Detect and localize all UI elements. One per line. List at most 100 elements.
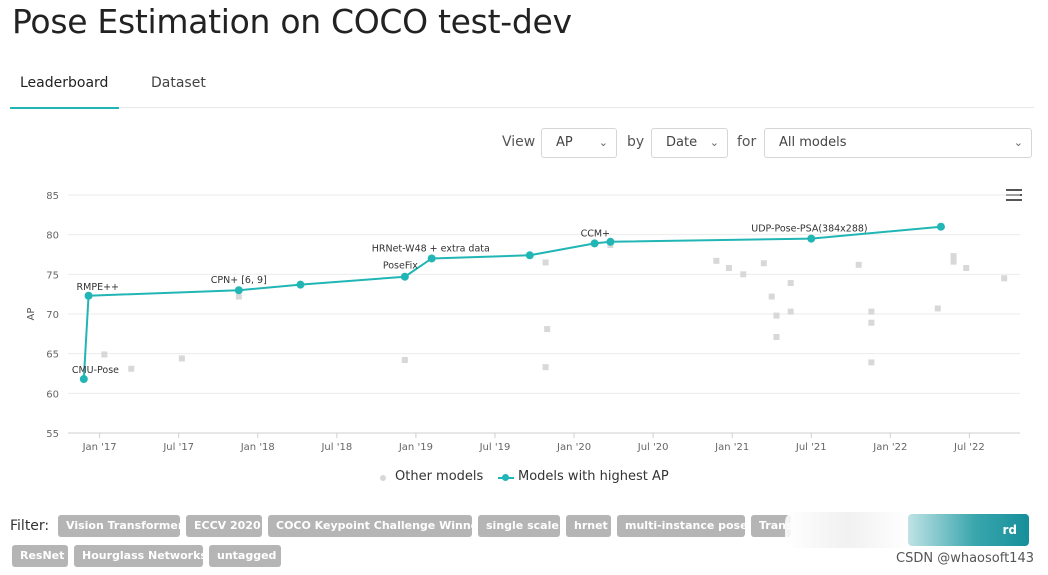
best-ap-point: [427, 254, 436, 263]
view-select[interactable]: AP ⌄: [541, 128, 617, 158]
best-ap-point: [296, 280, 305, 289]
other-model-point: [934, 305, 941, 312]
x-tick-label: Jan '20: [556, 442, 591, 453]
y-tick-label: 55: [46, 429, 59, 440]
y-tick-label: 60: [46, 389, 59, 400]
other-model-point: [950, 253, 957, 260]
other-model-point: [868, 319, 875, 326]
point-label: HRNet-W48 + extra data: [372, 243, 490, 254]
other-model-point: [855, 261, 862, 268]
watermark: CSDN @whaosoft143: [896, 551, 1034, 566]
other-model-point: [740, 271, 747, 278]
other-model-point: [1001, 275, 1008, 282]
other-model-point: [773, 312, 780, 319]
filter-chip[interactable]: Vision Transformer: [58, 515, 180, 537]
page-title: Pose Estimation on COCO test-dev: [12, 2, 572, 41]
other-model-point: [101, 351, 108, 358]
y-axis-title: AP: [26, 308, 37, 321]
for-select[interactable]: All models ⌄: [764, 128, 1032, 158]
other-model-point: [726, 264, 733, 271]
x-tick-label: Jul '22: [953, 442, 985, 453]
best-ap-line: [82, 225, 942, 380]
best-ap-point: [79, 375, 88, 384]
chevron-down-icon: ⌄: [1013, 136, 1023, 149]
tab-leaderboard[interactable]: Leaderboard: [10, 72, 119, 109]
other-model-point: [950, 258, 957, 265]
legend-dot-marker: [502, 474, 509, 481]
chart-controls: View AP ⌄ by Date ⌄ for All models ⌄: [0, 128, 1048, 158]
other-model-point: [401, 357, 408, 364]
other-model-point: [542, 259, 549, 266]
filter-chip[interactable]: hrnet: [566, 515, 611, 537]
blurred-region: [785, 512, 910, 548]
x-tick-label: Jul '21: [795, 442, 827, 453]
by-label: by: [627, 134, 645, 150]
best-ap-point: [936, 222, 945, 231]
best-ap-point: [606, 237, 615, 246]
other-model-point: [868, 359, 875, 366]
x-tick-label: Jul '20: [637, 442, 669, 453]
best-ap-point: [525, 251, 534, 260]
for-select-value: All models: [779, 135, 847, 150]
legend-label: Models with highest AP: [518, 469, 669, 484]
other-model-point: [235, 293, 242, 300]
for-label: for: [737, 134, 757, 150]
point-label: RMPE++: [77, 282, 119, 293]
legend-label: Other models: [395, 469, 484, 484]
x-tick-label: Jan '18: [240, 442, 275, 453]
point-label: CCM+: [581, 228, 610, 239]
active-tab-indicator: [10, 107, 119, 109]
other-model-point: [868, 308, 875, 315]
other-model-point: [544, 326, 551, 333]
y-tick-label: 75: [46, 270, 59, 281]
chart-legend: Other models Models with highest AP: [0, 469, 1048, 487]
other-model-point: [787, 280, 794, 287]
filter-chip[interactable]: Hourglass Networks: [74, 545, 203, 567]
filter-chip[interactable]: single scale: [478, 515, 560, 537]
tab-label: Dataset: [151, 75, 206, 91]
x-tick-label: Jul '18: [320, 442, 352, 453]
best-ap-point: [234, 286, 243, 295]
legend-grey-marker: [380, 475, 386, 481]
filter-chip[interactable]: ECCV 2020: [186, 515, 262, 537]
other-model-point: [773, 334, 780, 341]
view-select-value: AP: [556, 135, 573, 150]
other-model-point: [713, 257, 720, 264]
filter-chip[interactable]: multi-instance pose: [617, 515, 745, 537]
other-model-point: [963, 264, 970, 271]
best-ap-point: [84, 291, 93, 300]
filter-chip[interactable]: ResNet: [12, 545, 68, 567]
y-tick-label: 65: [46, 350, 59, 361]
filter-chip[interactable]: COCO Keypoint Challenge Winner: [268, 515, 472, 537]
x-tick-label: Jul '19: [479, 442, 511, 453]
sota-chart: 55 60 65 70 75 80 85 Jan '17 Jul '17 Jan '18 Jul '…: [26, 191, 1020, 453]
by-select[interactable]: Date ⌄: [651, 128, 728, 158]
filter-chip[interactable]: Trans: [751, 515, 791, 537]
best-ap-point: [807, 234, 816, 243]
filter-chip[interactable]: untagged: [209, 545, 281, 567]
tab-bar: Leaderboard Dataset: [10, 62, 1034, 109]
tab-dataset[interactable]: Dataset: [141, 72, 216, 108]
x-tick-label: Jan '19: [398, 442, 433, 453]
other-model-point: [787, 308, 794, 315]
point-label: CPN+ [6, 9]: [211, 275, 267, 286]
chevron-down-icon: ⌄: [598, 136, 608, 149]
best-ap-point: [590, 239, 599, 248]
point-label: CMU-Pose: [72, 365, 119, 376]
other-model-point: [178, 355, 185, 362]
x-tick-label: Jan '21: [714, 442, 749, 453]
tab-label: Leaderboard: [20, 75, 109, 91]
best-ap-point: [400, 272, 409, 281]
y-tick-label: 80: [46, 231, 59, 242]
filter-label: Filter:: [10, 518, 50, 534]
point-label: UDP-Pose-PSA(384x288): [751, 224, 867, 235]
view-label: View: [502, 134, 536, 150]
y-tick-label: 85: [46, 191, 59, 202]
other-model-point: [542, 364, 549, 371]
other-model-point: [128, 365, 135, 372]
x-tick-label: Jul '17: [162, 442, 194, 453]
point-label: PoseFix: [383, 261, 418, 272]
filter-action-button[interactable]: rd: [908, 514, 1029, 546]
other-model-point: [760, 260, 767, 267]
